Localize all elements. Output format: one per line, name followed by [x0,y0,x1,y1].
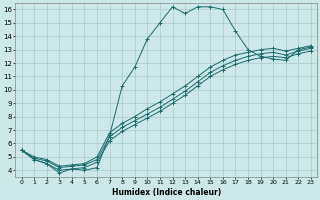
X-axis label: Humidex (Indice chaleur): Humidex (Indice chaleur) [112,188,221,197]
